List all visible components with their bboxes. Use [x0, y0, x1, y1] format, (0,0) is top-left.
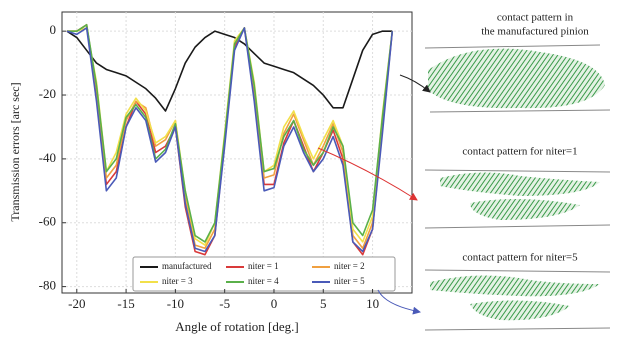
legend-label: niter = 5 [334, 276, 365, 286]
legend-label: niter = 1 [248, 261, 279, 271]
x-tick-label: 5 [320, 296, 327, 311]
series-line [67, 25, 392, 249]
series-line [67, 28, 392, 252]
legend-label: niter = 4 [248, 276, 279, 286]
legend-label: niter = 3 [162, 276, 193, 286]
series-line [67, 28, 392, 245]
annotation: contact pattern for niter=1 [462, 146, 577, 158]
x-axis-label: Angle of rotation [deg.] [175, 319, 298, 334]
x-tick-label: 0 [271, 296, 278, 311]
x-tick-label: -5 [219, 296, 230, 311]
y-tick-label: -80 [39, 278, 56, 293]
legend-label: niter = 2 [334, 261, 365, 271]
y-tick-label: 0 [50, 22, 57, 37]
y-tick-label: -20 [39, 86, 56, 101]
annotation: contact pattern in [497, 12, 574, 24]
contact-images [425, 45, 610, 330]
annotation: the manufactured pinion [481, 26, 589, 38]
x-tick-label: 10 [366, 296, 379, 311]
y-tick-label: -40 [39, 150, 56, 165]
x-tick-label: -20 [68, 296, 85, 311]
x-tick-label: -10 [167, 296, 184, 311]
series-line [67, 25, 392, 242]
y-axis-label: Transmission errors [arc sec] [8, 82, 22, 221]
legend-label: manufactured [162, 261, 212, 271]
chart: Angle of rotation [deg.] Transmission er… [0, 0, 621, 341]
y-tick-label: -60 [39, 214, 56, 229]
series-line [67, 25, 392, 255]
x-tick-label: -15 [117, 296, 134, 311]
annotation: contact pattern for niter=5 [462, 252, 578, 264]
